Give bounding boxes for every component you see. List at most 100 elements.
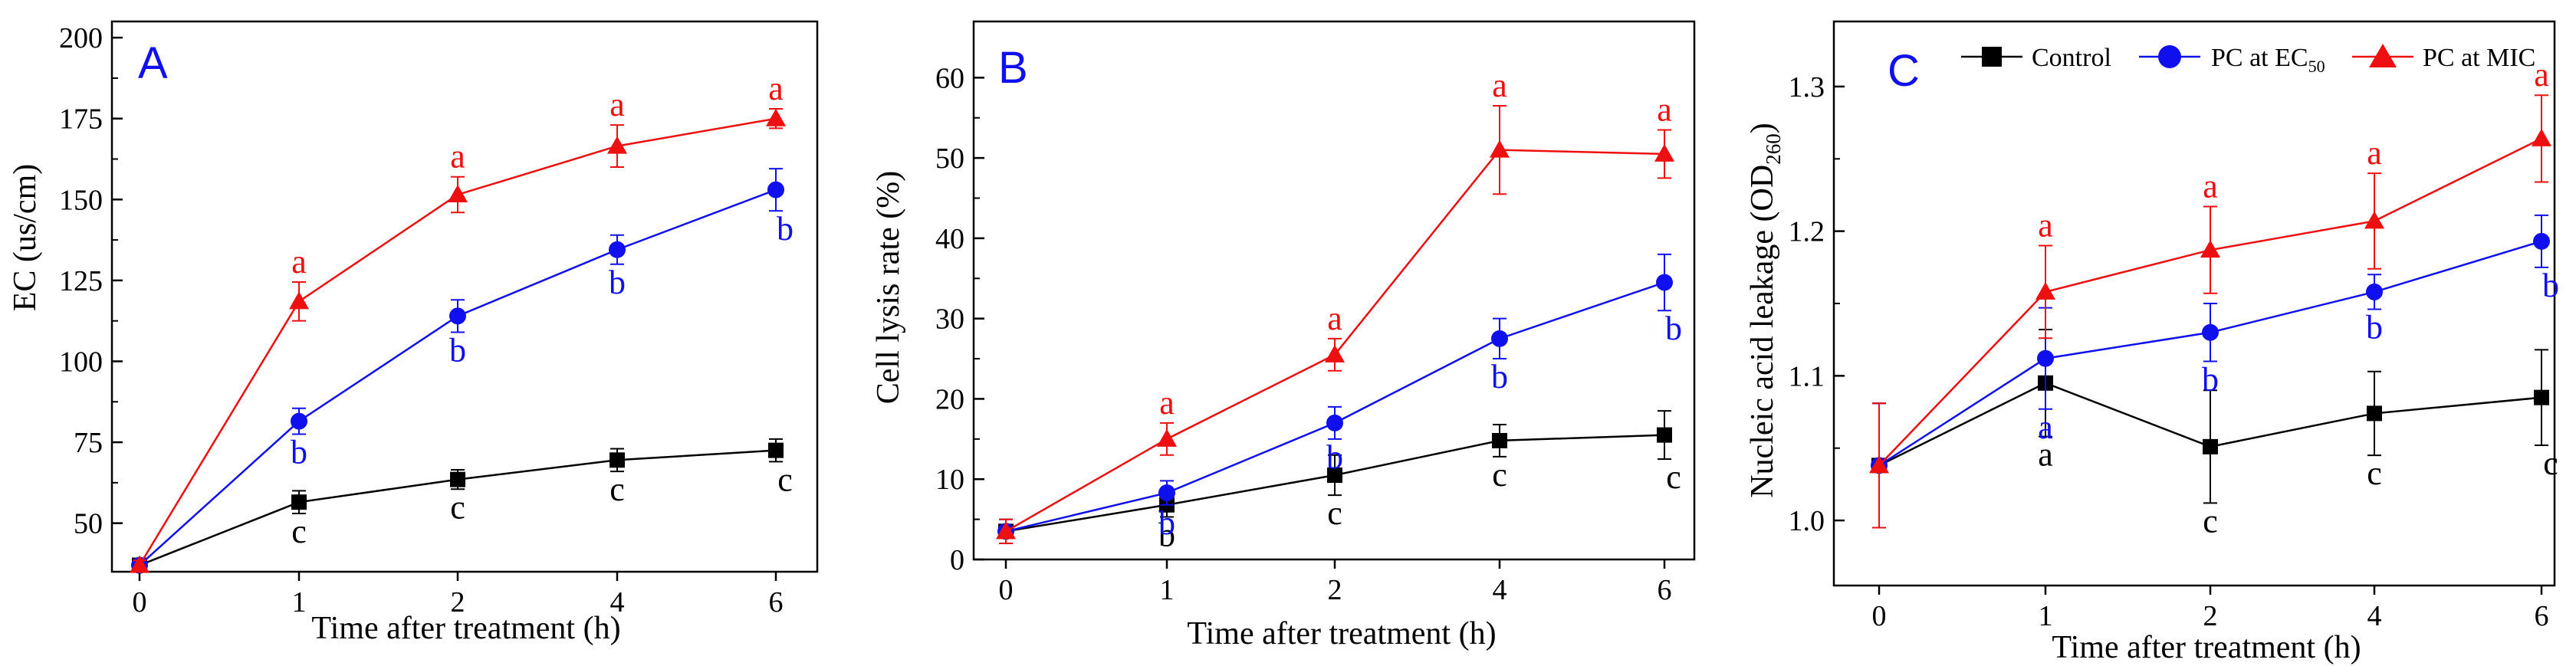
panel-b-ytick-label: 0 xyxy=(950,544,964,576)
panel-a-point-control xyxy=(291,494,307,510)
panel-a-ylabel: EC (us/cm) xyxy=(8,164,43,311)
panel-a-sig-letter-control: c xyxy=(610,471,625,508)
panel-a-frame xyxy=(110,20,819,573)
legend-label-mic: PC at MIC xyxy=(2423,44,2535,72)
panel-b-sig-letter-control: c xyxy=(1492,456,1507,494)
panel-a-sig-letter-ec50: b xyxy=(449,331,466,369)
panel-a-xtick-label: 4 xyxy=(610,586,625,618)
panel-b-point-mic xyxy=(1325,344,1345,363)
panel-b-point-mic xyxy=(1490,139,1510,158)
panel-b-point-control xyxy=(1492,432,1507,448)
panel-c-ylabel: Nucleic acid leakage (OD260) xyxy=(1745,123,1785,497)
panel-b-sig-letter-control: c xyxy=(1327,494,1342,532)
panel-a-point-ec50 xyxy=(767,181,784,198)
panel-b-ytick-label: 40 xyxy=(935,223,964,255)
panel-b-sig-letter-mic: a xyxy=(1492,67,1507,104)
panel-b-point-mic xyxy=(996,521,1016,540)
panel-a-sig-letter-control: c xyxy=(291,513,307,550)
panel-b-ytick-label: 30 xyxy=(935,303,964,336)
legend-marker-ec50 xyxy=(2158,45,2181,68)
panel-b-xtick-label: 6 xyxy=(1658,574,1672,606)
panel-a-point-mic xyxy=(289,291,309,310)
panel-a-point-ec50 xyxy=(609,241,626,258)
panel-b-ytick-label: 60 xyxy=(935,62,964,94)
panel-c-xtick-label: 4 xyxy=(2367,600,2382,632)
legend-marker-mic xyxy=(2369,44,2397,67)
panel-b-point-ec50 xyxy=(1158,484,1175,502)
panel-c-ytick-label: 1.3 xyxy=(1789,71,1825,103)
panel-c-point-ec50 xyxy=(2037,349,2054,367)
panel-b-point-control xyxy=(1657,427,1672,443)
panel-c-point-control xyxy=(2367,405,2382,422)
panel-a-ytick-label: 200 xyxy=(59,22,103,54)
panel-b-ytick-label: 20 xyxy=(935,383,964,415)
panel-c-ylabel-close: ) xyxy=(1745,123,1780,133)
panel-b-sig-letter-ec50: b xyxy=(1326,438,1343,476)
panel-c: Nucleic acid leakage (OD260) Time after … xyxy=(1745,20,2559,665)
panel-c-sig-letter-ec50: b xyxy=(2542,267,2559,304)
panel-c-point-mic xyxy=(2200,240,2220,258)
panel-c-point-mic xyxy=(2364,211,2384,229)
panel-a: EC (us/cm) Time after treatment (h) 50 75… xyxy=(8,20,819,646)
panel-c-ytick-label: 1.2 xyxy=(1789,216,1825,248)
panel-b-sig-letter-control: c xyxy=(1666,458,1681,496)
panel-c-ylabel-sub: 260 xyxy=(1762,133,1785,165)
legend-label-control: Control xyxy=(2032,44,2111,72)
panel-a-ytick-label: 150 xyxy=(59,184,103,216)
panel-b-sig-letter-mic: a xyxy=(1657,90,1672,128)
panel-b-ytick-label: 10 xyxy=(935,464,964,496)
panel-c-letter: C xyxy=(1888,46,1920,96)
panel-a-sig-letter-mic: a xyxy=(610,86,625,123)
panel-c-point-control xyxy=(2203,438,2218,454)
panel-a-xtick-label: 1 xyxy=(292,586,307,618)
panel-b-letter: B xyxy=(998,43,1028,93)
panel-a-ytick-label: 175 xyxy=(59,103,103,136)
legend-ec50-sub: 50 xyxy=(2308,57,2325,76)
panel-b-point-mic xyxy=(1157,428,1177,447)
panel-a-point-ec50 xyxy=(291,412,307,430)
panel-b-ytick-label: 50 xyxy=(935,143,964,175)
panel-b-xlabel: Time after treatment (h) xyxy=(1187,616,1496,651)
panel-a-sig-letter-ec50: b xyxy=(777,210,794,248)
legend-ec50-prefix: PC at EC xyxy=(2211,44,2308,72)
panel-c-ytick-label: 1.0 xyxy=(1789,505,1825,537)
panel-c-frame xyxy=(1832,20,2556,587)
panel-a-ytick-label: 50 xyxy=(74,508,103,540)
panel-b-sig-letter-ec50: b xyxy=(1665,310,1682,347)
panel-c-point-ec50 xyxy=(2202,323,2219,341)
panel-c-point-ec50 xyxy=(2533,232,2550,250)
panel-c-sig-letter-mic: a xyxy=(2038,207,2053,244)
panel-c-sig-letter-ec50: a xyxy=(2038,408,2053,446)
panel-a-point-control xyxy=(610,452,625,468)
panel-c-ylabel-main: Nucleic acid leakage (OD xyxy=(1745,165,1780,498)
panel-a-ytick-label: 125 xyxy=(59,265,103,297)
panel-b-point-ec50 xyxy=(1491,330,1508,347)
panel-b-sig-letter-ec50: b xyxy=(1158,504,1175,542)
panel-c-sig-letter-mic: a xyxy=(2534,56,2549,94)
panel-c-xtick-label: 1 xyxy=(2039,600,2053,632)
panel-b-xtick-label: 4 xyxy=(1493,574,1507,606)
panel-a-point-ec50 xyxy=(449,307,466,325)
panel-a-point-mic xyxy=(448,184,468,202)
panel-c-sig-letter-control: c xyxy=(2367,454,2382,492)
panel-a-sig-letter-mic: a xyxy=(450,138,465,176)
panel-b-sig-letter-control: b xyxy=(1158,516,1175,553)
panel-b-ylabel: Cell lysis rate (%) xyxy=(871,171,906,404)
panel-a-xlabel: Time after treatment (h) xyxy=(311,611,620,646)
panel-a-sig-letter-mic: a xyxy=(768,70,784,107)
panel-a-point-mic xyxy=(130,555,150,573)
panel-c-sig-letter-control: a xyxy=(2038,436,2053,474)
panel-a-sig-letter-control: c xyxy=(450,488,465,526)
panel-c-point-mic xyxy=(2036,281,2055,300)
panel-a-letter: A xyxy=(138,38,168,88)
panel-a-xtick-label: 0 xyxy=(133,586,147,618)
panel-a-point-mic xyxy=(607,136,627,154)
panel-c-point-mic xyxy=(2532,128,2551,146)
panel-a-xtick-label: 2 xyxy=(451,586,465,618)
legend-item-mic: PC at MIC xyxy=(2352,44,2535,72)
panel-c-point-mic xyxy=(1869,455,1889,474)
panel-c-point-ec50 xyxy=(2366,283,2383,300)
panel-c-sig-letter-mic: a xyxy=(2367,134,2382,172)
